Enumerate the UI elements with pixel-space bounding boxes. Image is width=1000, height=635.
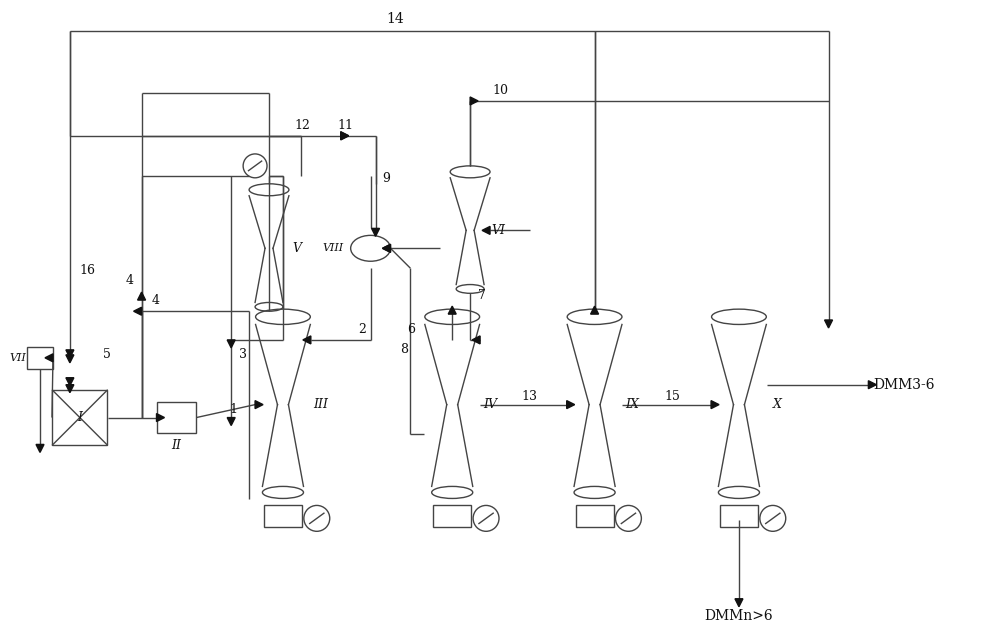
Polygon shape bbox=[255, 401, 263, 408]
Text: 9: 9 bbox=[383, 172, 390, 185]
Text: IV: IV bbox=[483, 398, 497, 411]
Polygon shape bbox=[36, 444, 44, 452]
Text: 15: 15 bbox=[664, 390, 680, 403]
Text: VII: VII bbox=[10, 353, 26, 363]
Text: VIII: VIII bbox=[322, 243, 343, 253]
Polygon shape bbox=[470, 97, 478, 105]
Text: 11: 11 bbox=[338, 119, 354, 132]
Polygon shape bbox=[472, 336, 480, 344]
Text: 7: 7 bbox=[478, 288, 486, 302]
Polygon shape bbox=[45, 354, 53, 362]
Bar bbox=[27, 347, 53, 369]
Text: 8: 8 bbox=[400, 344, 408, 356]
Polygon shape bbox=[66, 385, 74, 392]
Polygon shape bbox=[66, 355, 74, 363]
Polygon shape bbox=[138, 292, 146, 300]
Text: DMMn>6: DMMn>6 bbox=[705, 609, 773, 623]
Polygon shape bbox=[825, 320, 833, 328]
Polygon shape bbox=[482, 227, 490, 234]
Polygon shape bbox=[383, 244, 390, 252]
Text: I: I bbox=[77, 411, 82, 424]
Polygon shape bbox=[303, 336, 311, 344]
Text: II: II bbox=[171, 439, 181, 452]
Bar bbox=[720, 505, 758, 527]
Text: 2: 2 bbox=[359, 323, 366, 337]
Text: 10: 10 bbox=[492, 84, 508, 98]
Text: IX: IX bbox=[625, 398, 639, 411]
Polygon shape bbox=[227, 418, 235, 425]
Polygon shape bbox=[448, 306, 456, 314]
Text: 1: 1 bbox=[229, 403, 237, 416]
Polygon shape bbox=[341, 132, 349, 140]
Polygon shape bbox=[383, 244, 390, 252]
Text: 6: 6 bbox=[407, 323, 415, 337]
Bar bbox=[52, 390, 107, 445]
Text: X: X bbox=[772, 398, 781, 411]
Polygon shape bbox=[711, 401, 719, 408]
Bar bbox=[264, 505, 302, 527]
Text: DMM3-6: DMM3-6 bbox=[873, 378, 935, 392]
Polygon shape bbox=[735, 599, 743, 606]
Polygon shape bbox=[372, 229, 380, 236]
Polygon shape bbox=[134, 307, 142, 315]
Text: 4: 4 bbox=[152, 293, 160, 307]
Text: V: V bbox=[292, 242, 301, 255]
Polygon shape bbox=[66, 350, 74, 358]
Bar bbox=[157, 401, 196, 434]
Text: VI: VI bbox=[491, 224, 505, 237]
Text: 13: 13 bbox=[522, 390, 538, 403]
Text: 5: 5 bbox=[103, 349, 111, 361]
Text: 4: 4 bbox=[126, 274, 134, 286]
Polygon shape bbox=[567, 401, 575, 408]
Bar bbox=[433, 505, 471, 527]
Text: 14: 14 bbox=[387, 12, 404, 26]
Text: 12: 12 bbox=[295, 119, 311, 132]
Polygon shape bbox=[66, 378, 74, 385]
Polygon shape bbox=[341, 132, 349, 140]
Bar bbox=[576, 505, 614, 527]
Polygon shape bbox=[227, 340, 235, 348]
Polygon shape bbox=[868, 381, 876, 389]
Text: 3: 3 bbox=[239, 349, 247, 361]
Text: 16: 16 bbox=[80, 264, 96, 277]
Polygon shape bbox=[157, 413, 164, 422]
Polygon shape bbox=[591, 306, 599, 314]
Text: III: III bbox=[313, 398, 328, 411]
